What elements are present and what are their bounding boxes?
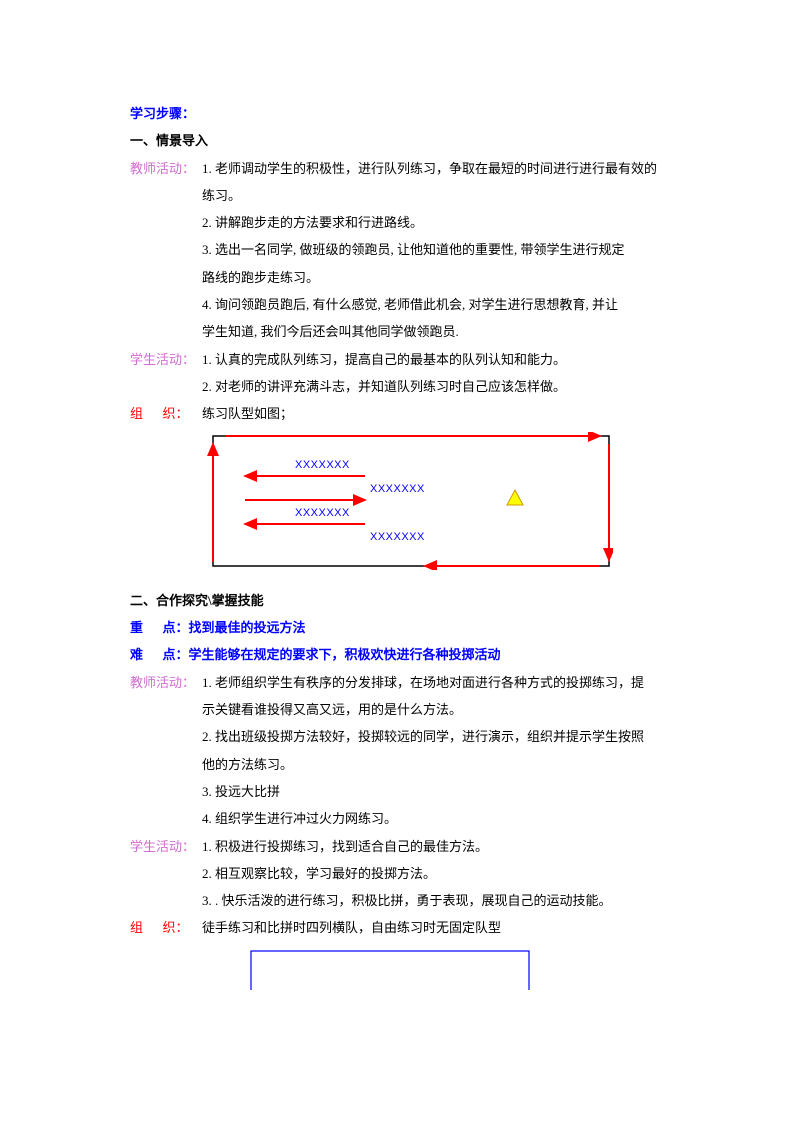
x-row-2: XXXXXXX — [370, 483, 425, 495]
x-row-4: XXXXXXX — [370, 531, 425, 543]
org-label-2a: 组 — [130, 920, 143, 935]
diff-label-a: 难 — [130, 647, 143, 662]
diff-label-b: 点： — [163, 647, 189, 662]
x-row-3: XXXXXXX — [295, 507, 350, 519]
t2-line3: 3. 投远大比拼 — [202, 778, 657, 805]
key-label-a: 重 — [130, 620, 143, 635]
section1-title: 一、情景导入 — [130, 127, 670, 154]
diagram2-svg — [250, 950, 530, 990]
student-label: 学生活动： — [130, 346, 202, 373]
teacher-content-2: 1. 老师组织学生有秩序的分发排球，在场地对面进行各种方式的投掷练习，提 示关键… — [202, 669, 657, 833]
s1-line2: 2. 对老师的讲评充满斗志，并知道队列练习时自己应该怎样做。 — [202, 373, 657, 400]
t1-line2: 2. 讲解跑步走的方法要求和行进路线。 — [202, 209, 657, 236]
t2-line1a: 1. 老师组织学生有秩序的分发排球，在场地对面进行各种方式的投掷练习，提 — [202, 669, 657, 696]
t1-line4b: 学生知道, 我们今后还会叫其他同学做领跑员. — [202, 318, 657, 345]
x-row-1: XXXXXXX — [295, 459, 350, 471]
section2-title: 二、合作探究\掌握技能 — [130, 587, 670, 614]
t1-line3b: 路线的跑步走练习。 — [202, 264, 657, 291]
org-label: 组 织： — [130, 400, 202, 427]
teacher-block-2: 教师活动： 1. 老师组织学生有秩序的分发排球，在场地对面进行各种方式的投掷练习… — [130, 669, 670, 833]
t2-line2b: 他的方法练习。 — [202, 751, 657, 778]
org-label-a: 组 — [130, 406, 143, 421]
diagram-svg: XXXXXXX XXXXXXX XXXXXXX XXXXXXX — [205, 432, 613, 570]
diagram2-border — [251, 951, 529, 990]
formation-diagram-2 — [250, 950, 670, 999]
student-label-2: 学生活动： — [130, 833, 202, 860]
org-content-1: 练习队型如图； — [202, 400, 657, 427]
diff-text: 学生能够在规定的要求下，积极欢快进行各种投掷活动 — [189, 647, 501, 662]
t1-line1b: 练习。 — [202, 182, 657, 209]
student-content-2: 1. 积极进行投掷练习，找到适合自己的最佳方法。 2. 相互观察比较，学习最好的… — [202, 833, 657, 915]
org-label-2: 组 织： — [130, 914, 202, 941]
org-content-2: 徒手练习和比拼时四列横队，自由练习时无固定队型 — [202, 914, 657, 941]
org-block-1: 组 织：练习队型如图； — [130, 400, 670, 427]
difficulty-row: 难 点：学生能够在规定的要求下，积极欢快进行各种投掷活动 — [130, 641, 670, 668]
s1-line1: 1. 认真的完成队列练习，提高自己的最基本的队列认知和能力。 — [202, 346, 657, 373]
student-block-1: 学生活动： 1. 认真的完成队列练习，提高自己的最基本的队列认知和能力。 2. … — [130, 346, 670, 401]
s2-line2: 2. 相互观察比较，学习最好的投掷方法。 — [202, 860, 657, 887]
formation-diagram: XXXXXXX XXXXXXX XXXXXXX XXXXXXX — [205, 432, 670, 579]
student-content-1: 1. 认真的完成队列练习，提高自己的最基本的队列认知和能力。 2. 对老师的讲评… — [202, 346, 657, 401]
teacher-label: 教师活动： — [130, 155, 202, 182]
org-label-2b: 织： — [163, 920, 189, 935]
teacher-block-1: 教师活动： 1. 老师调动学生的积极性，进行队列练习，争取在最短的时间进行进行最… — [130, 155, 670, 346]
org-label-b: 织： — [163, 406, 189, 421]
teacher-content-1: 1. 老师调动学生的积极性，进行队列练习，争取在最短的时间进行进行最有效的 练习… — [202, 155, 657, 346]
org-block-2: 组 织：徒手练习和比拼时四列横队，自由练习时无固定队型 — [130, 914, 670, 941]
s2-line3: 3. . 快乐活泼的进行练习，积极比拼，勇于表现，展现自己的运动技能。 — [202, 887, 657, 914]
triangle-icon — [507, 490, 523, 505]
t1-line4a: 4. 询问领跑员跑后, 有什么感觉, 老师借此机会, 对学生进行思想教育, 并让 — [202, 291, 657, 318]
t2-line1b: 示关键看谁投得又高又远，用的是什么方法。 — [202, 696, 657, 723]
key-point-row: 重 点：找到最佳的投远方法 — [130, 614, 670, 641]
teacher-label-2: 教师活动： — [130, 669, 202, 696]
student-block-2: 学生活动： 1. 积极进行投掷练习，找到适合自己的最佳方法。 2. 相互观察比较… — [130, 833, 670, 915]
s2-line1: 1. 积极进行投掷练习，找到适合自己的最佳方法。 — [202, 833, 657, 860]
t2-line4: 4. 组织学生进行冲过火力网练习。 — [202, 805, 657, 832]
t2-line2a: 2. 找出班级投掷方法较好，投掷较远的同学，进行演示，组织并提示学生按照 — [202, 723, 657, 750]
document-page: 学习步骤： 一、情景导入 教师活动： 1. 老师调动学生的积极性，进行队列练习，… — [0, 0, 800, 1039]
t1-line1: 1. 老师调动学生的积极性，进行队列练习，争取在最短的时间进行进行最有效的 — [202, 155, 657, 182]
key-label-b: 点： — [163, 620, 189, 635]
page-header: 学习步骤： — [130, 100, 670, 127]
key-text: 找到最佳的投远方法 — [189, 620, 306, 635]
t1-line3a: 3. 选出一名同学, 做班级的领跑员, 让他知道他的重要性, 带领学生进行规定 — [202, 236, 657, 263]
